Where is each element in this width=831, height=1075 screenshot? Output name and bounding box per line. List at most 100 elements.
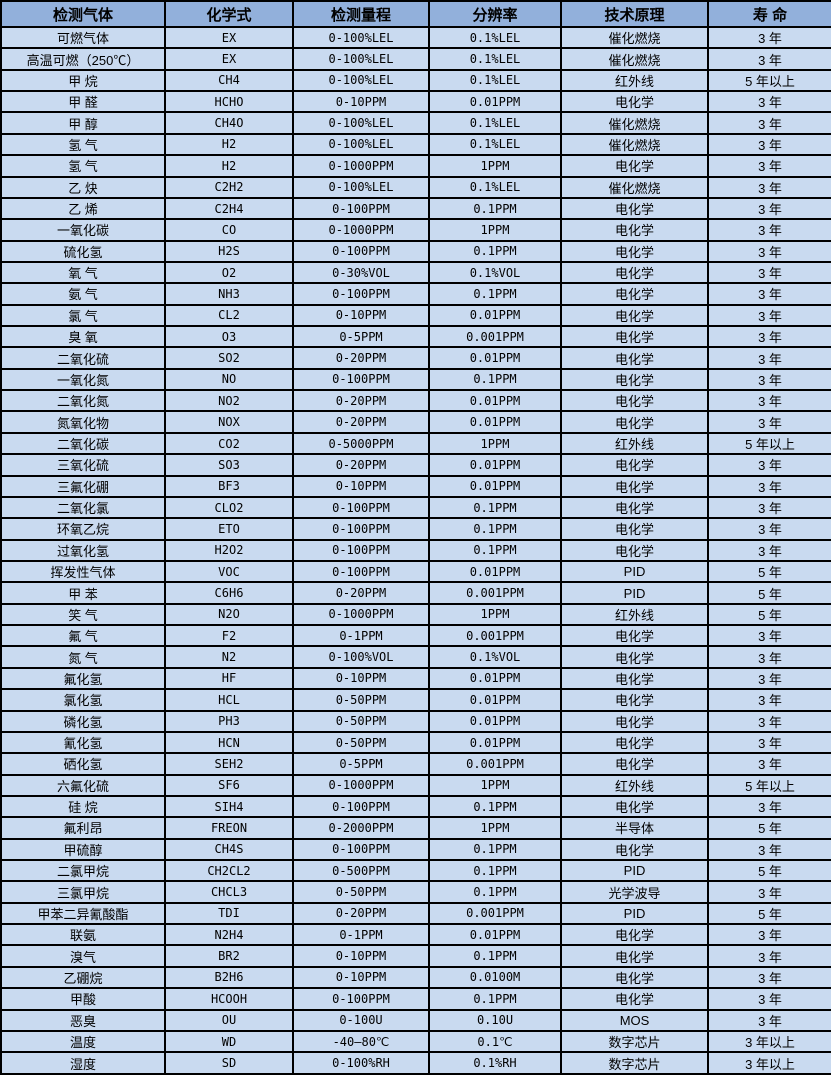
- cell-chemical-formula: C2H4: [164, 196, 294, 221]
- cell-gas-name: 氯 气: [0, 303, 166, 328]
- cell-gas-name: 恶臭: [0, 1008, 166, 1032]
- cell-detection-range: 0-10PPM: [292, 965, 430, 990]
- cell-gas-name: 氧 气: [0, 260, 166, 285]
- cell-technology: 电化学: [560, 453, 709, 477]
- cell-chemical-formula: CL2: [164, 303, 294, 328]
- cell-detection-range: 0-20PPM: [292, 346, 430, 370]
- cell-resolution: 0.1PPM: [428, 837, 562, 862]
- table-row: 二氧化氮 NO2 0-20PPM 0.01PPM 电化学 3 年: [0, 389, 831, 413]
- cell-resolution: 0.01PPM: [428, 688, 562, 712]
- column-header-chemical-formula: 化学式: [164, 0, 294, 28]
- cell-chemical-formula: EX: [164, 47, 294, 71]
- table-row: 二氧化硫 SO2 0-20PPM 0.01PPM 电化学 3 年: [0, 346, 831, 370]
- cell-chemical-formula: C2H2: [164, 175, 294, 199]
- cell-gas-name: 甲 烷: [0, 68, 166, 93]
- cell-technology: 红外线: [560, 431, 709, 456]
- cell-chemical-formula: B2H6: [164, 965, 294, 990]
- cell-technology: 电化学: [560, 218, 709, 242]
- cell-lifespan: 5 年: [707, 901, 831, 926]
- cell-gas-name: 一氧化碳: [0, 218, 166, 242]
- cell-technology: 催化燃烧: [560, 175, 709, 199]
- cell-technology: 电化学: [560, 410, 709, 434]
- cell-lifespan: 3 年: [707, 90, 831, 114]
- table-row: 溴气 BR2 0-10PPM 0.1PPM 电化学 3 年: [0, 944, 831, 968]
- cell-lifespan: 3 年: [707, 517, 831, 541]
- cell-lifespan: 5 年以上: [707, 773, 831, 797]
- cell-lifespan: 3 年: [707, 794, 831, 819]
- cell-gas-name: 氟化氢: [0, 666, 166, 691]
- cell-technology: 电化学: [560, 325, 709, 349]
- table-row: 氟 气 F2 0-1PPM 0.001PPM 电化学 3 年: [0, 624, 831, 648]
- cell-lifespan: 3 年: [707, 260, 831, 285]
- cell-technology: 数字芯片: [560, 1029, 709, 1054]
- cell-resolution: 0.01PPM: [428, 666, 562, 691]
- cell-chemical-formula: N2H4: [164, 923, 294, 947]
- cell-chemical-formula: NO2: [164, 389, 294, 413]
- cell-technology: 电化学: [560, 645, 709, 669]
- cell-gas-name: 环氧乙烷: [0, 517, 166, 541]
- column-header-detection-range: 检测量程: [292, 0, 430, 28]
- cell-lifespan: 3 年: [707, 132, 831, 157]
- cell-resolution: 0.001PPM: [428, 581, 562, 605]
- table-row: 一氧化碳 CO 0-1000PPM 1PPM 电化学 3 年: [0, 218, 831, 242]
- cell-chemical-formula: CLO2: [164, 495, 294, 520]
- cell-technology: 光学波导: [560, 880, 709, 904]
- cell-resolution: 1PPM: [428, 602, 562, 627]
- cell-technology: 数字芯片: [560, 1051, 709, 1075]
- cell-gas-name: 过氧化氢: [0, 538, 166, 563]
- table-row: 甲 苯 C6H6 0-20PPM 0.001PPM PID 5 年: [0, 581, 831, 605]
- cell-detection-range: 0-100PPM: [292, 495, 430, 520]
- cell-technology: 半导体: [560, 816, 709, 840]
- cell-lifespan: 3 年: [707, 154, 831, 178]
- cell-chemical-formula: H2: [164, 154, 294, 178]
- cell-detection-range: 0-10PPM: [292, 90, 430, 114]
- cell-chemical-formula: OU: [164, 1008, 294, 1032]
- cell-resolution: 1PPM: [428, 773, 562, 797]
- cell-technology: 电化学: [560, 944, 709, 968]
- cell-detection-range: 0-100PPM: [292, 837, 430, 862]
- cell-technology: 电化学: [560, 837, 709, 862]
- cell-resolution: 0.1PPM: [428, 517, 562, 541]
- table-row: 氢 气 H2 0-1000PPM 1PPM 电化学 3 年: [0, 154, 831, 178]
- cell-gas-name: 笑 气: [0, 602, 166, 627]
- cell-chemical-formula: SIH4: [164, 794, 294, 819]
- cell-lifespan: 3 年: [707, 923, 831, 947]
- cell-technology: 电化学: [560, 346, 709, 370]
- table-row: 六氟化硫 SF6 0-1000PPM 1PPM 红外线 5 年以上: [0, 773, 831, 797]
- table-row: 三氧化硫 SO3 0-20PPM 0.01PPM 电化学 3 年: [0, 453, 831, 477]
- cell-resolution: 0.1PPM: [428, 858, 562, 883]
- cell-lifespan: 3 年: [707, 282, 831, 306]
- cell-detection-range: 0-100%VOL: [292, 645, 430, 669]
- cell-resolution: 0.1PPM: [428, 196, 562, 221]
- cell-chemical-formula: BF3: [164, 474, 294, 498]
- cell-detection-range: 0-1000PPM: [292, 773, 430, 797]
- cell-resolution: 0.1%LEL: [428, 132, 562, 157]
- cell-technology: 电化学: [560, 730, 709, 755]
- cell-lifespan: 3 年: [707, 666, 831, 691]
- table-row: 联氨 N2H4 0-1PPM 0.01PPM 电化学 3 年: [0, 923, 831, 947]
- cell-gas-name: 可燃气体: [0, 25, 166, 50]
- table-row: 二氯甲烷 CH2CL2 0-500PPM 0.1PPM PID 5 年: [0, 858, 831, 883]
- cell-technology: 催化燃烧: [560, 25, 709, 50]
- table-row: 甲酸 HCOOH 0-100PPM 0.1PPM 电化学 3 年: [0, 987, 831, 1011]
- cell-gas-name: 溴气: [0, 944, 166, 968]
- cell-gas-name: 高温可燃（250℃）: [0, 47, 166, 71]
- cell-resolution: 0.01PPM: [428, 923, 562, 947]
- table-row: 氟利昂 FREON 0-2000PPM 1PPM 半导体 5 年: [0, 816, 831, 840]
- cell-lifespan: 3 年: [707, 175, 831, 199]
- cell-lifespan: 3 年: [707, 218, 831, 242]
- cell-gas-name: 乙 烯: [0, 196, 166, 221]
- cell-detection-range: 0-100%LEL: [292, 175, 430, 199]
- cell-chemical-formula: SEH2: [164, 752, 294, 776]
- table-row: 一氧化氮 NO 0-100PPM 0.1PPM 电化学 3 年: [0, 367, 831, 392]
- table-row: 硒化氢 SEH2 0-5PPM 0.001PPM 电化学 3 年: [0, 752, 831, 776]
- cell-resolution: 0.1%VOL: [428, 645, 562, 669]
- cell-resolution: 0.001PPM: [428, 325, 562, 349]
- table-row: 笑 气 N2O 0-1000PPM 1PPM 红外线 5 年: [0, 602, 831, 627]
- cell-chemical-formula: TDI: [164, 901, 294, 926]
- cell-technology: 电化学: [560, 196, 709, 221]
- cell-chemical-formula: H2O2: [164, 538, 294, 563]
- cell-gas-name: 二氯甲烷: [0, 858, 166, 883]
- table-row: 氮 气 N2 0-100%VOL 0.1%VOL 电化学 3 年: [0, 645, 831, 669]
